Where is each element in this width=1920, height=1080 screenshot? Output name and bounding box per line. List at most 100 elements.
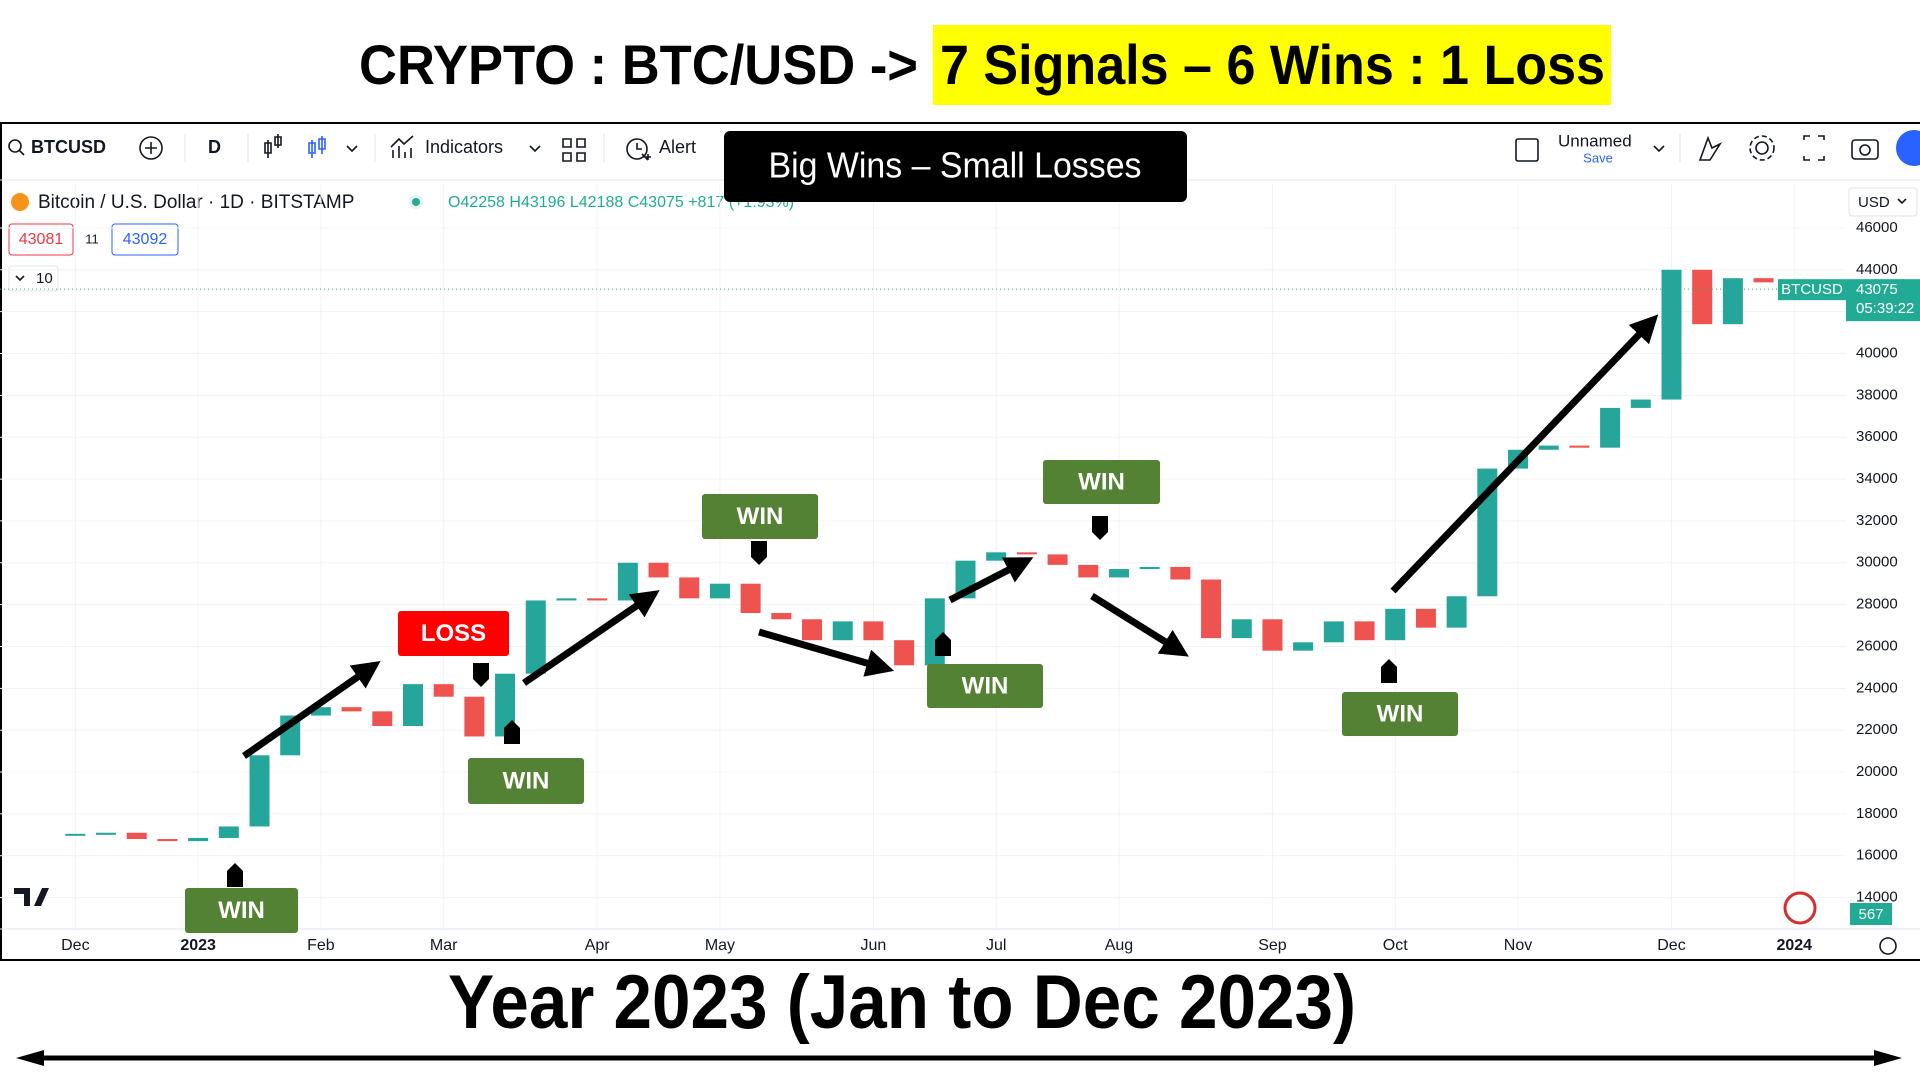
candle bbox=[525, 600, 546, 674]
candle bbox=[1139, 566, 1160, 570]
candle bbox=[1569, 445, 1590, 448]
search-icon[interactable] bbox=[8, 139, 22, 153]
arrow bbox=[948, 557, 1034, 604]
x-tick-label: 2024 bbox=[1776, 937, 1812, 954]
x-tick-label: Sep bbox=[1258, 937, 1287, 954]
y-tick-label: 40000 bbox=[1856, 344, 1898, 361]
plus bbox=[145, 142, 157, 154]
arrow bbox=[1390, 314, 1659, 594]
candle bbox=[1630, 399, 1651, 408]
candle bbox=[832, 621, 853, 641]
settings-icon-ring bbox=[1749, 135, 1775, 161]
volume-tag bbox=[1850, 903, 1892, 925]
quick-search-icon[interactable] bbox=[1698, 135, 1723, 161]
candle bbox=[1108, 569, 1129, 578]
alert-icon[interactable] bbox=[626, 138, 648, 160]
candle bbox=[894, 640, 915, 666]
y-tick-label: 24000 bbox=[1856, 679, 1898, 696]
signal-box bbox=[1342, 692, 1458, 736]
templates-icon[interactable] bbox=[562, 138, 586, 162]
candle bbox=[188, 837, 209, 842]
candle bbox=[617, 562, 638, 601]
candle bbox=[1722, 278, 1743, 325]
alert-button[interactable]: Alert bbox=[659, 137, 696, 157]
bid[interactable]: 43081 bbox=[19, 231, 64, 248]
alert-icon-detail bbox=[636, 143, 651, 161]
ask[interactable]: 43092 bbox=[123, 231, 168, 248]
settings-icon[interactable] bbox=[1755, 141, 1769, 155]
flag-icon bbox=[1783, 891, 1817, 925]
signal-marker bbox=[935, 632, 951, 656]
signal-box bbox=[702, 494, 818, 539]
candle bbox=[1661, 269, 1682, 400]
symbol[interactable]: BTCUSD bbox=[31, 137, 106, 157]
y-tick-label: 28000 bbox=[1856, 596, 1898, 613]
signal-box bbox=[398, 611, 509, 656]
candle-style-icon[interactable] bbox=[308, 136, 326, 158]
signals: WIN LOSS WIN WIN WIN WIN WIN bbox=[185, 460, 1458, 933]
layout-name[interactable]: Unnamed bbox=[1558, 131, 1632, 150]
candle bbox=[863, 621, 884, 641]
currency[interactable]: USD bbox=[1858, 194, 1890, 211]
chevron[interactable] bbox=[346, 145, 358, 153]
signal-marker bbox=[1092, 516, 1108, 540]
candle bbox=[709, 583, 730, 599]
toolbar: BTCUSD D Indicators Alert Unnamed Save bbox=[8, 130, 1920, 166]
y-tick-label: 16000 bbox=[1856, 847, 1898, 864]
interval[interactable]: D bbox=[208, 137, 221, 157]
sell-box[interactable] bbox=[8, 223, 74, 256]
candle bbox=[740, 583, 761, 614]
plot: 14000 16000 18000 20000 22000 24000 26000 28000… bbox=[0, 184, 1920, 955]
candle bbox=[1170, 566, 1191, 580]
candle bbox=[249, 755, 270, 827]
signal-marker bbox=[504, 720, 520, 744]
price-tag-label: 43075 bbox=[1856, 281, 1898, 298]
indicator-count[interactable]: 10 bbox=[36, 270, 53, 287]
y-tick-label: 14000 bbox=[1856, 889, 1898, 906]
currency-box[interactable] bbox=[1848, 187, 1918, 217]
symbol-tag-label: BTCUSD bbox=[1781, 281, 1843, 298]
layout-icon[interactable] bbox=[1515, 138, 1539, 162]
candle bbox=[372, 711, 393, 727]
candle bbox=[556, 598, 577, 601]
signal-box bbox=[185, 888, 298, 933]
signal-label: WIN bbox=[1078, 468, 1125, 495]
candle bbox=[1446, 596, 1467, 628]
y-tick-label: 20000 bbox=[1856, 763, 1898, 780]
compare-button[interactable] bbox=[139, 136, 163, 160]
y-tick-label: 18000 bbox=[1856, 805, 1898, 822]
candle bbox=[218, 826, 239, 838]
fullscreen-icon[interactable] bbox=[1803, 135, 1825, 161]
indicators-button[interactable]: Indicators bbox=[425, 137, 503, 157]
countdown: 05:39:22 bbox=[1856, 300, 1914, 317]
buy-box[interactable] bbox=[111, 223, 179, 256]
candle bbox=[341, 707, 362, 712]
bar-style-icon[interactable] bbox=[264, 134, 282, 158]
candle bbox=[679, 577, 700, 599]
tv-logo-mark bbox=[14, 888, 49, 906]
candle bbox=[1600, 407, 1621, 448]
save-link[interactable]: Save bbox=[1583, 150, 1613, 165]
tv-logo bbox=[12, 880, 18, 911]
candle bbox=[126, 832, 147, 840]
snapshot-icon[interactable] bbox=[1851, 139, 1879, 160]
indicators-icon[interactable] bbox=[390, 135, 414, 158]
signal-marker bbox=[227, 863, 243, 887]
chevron[interactable] bbox=[1653, 145, 1665, 153]
candle bbox=[648, 562, 669, 578]
instrument: Bitcoin / U.S. Dollar · 1D · BITSTAMP bbox=[38, 192, 354, 213]
signal-label: WIN bbox=[737, 503, 784, 530]
candle bbox=[1016, 552, 1037, 555]
indicators-toggle[interactable] bbox=[8, 265, 59, 292]
candle bbox=[1692, 269, 1713, 325]
candle bbox=[1415, 608, 1436, 628]
chevron bbox=[1897, 198, 1907, 205]
symbol-tag bbox=[1778, 279, 1846, 301]
chevron bbox=[15, 275, 25, 282]
title-highlight: 7 Signals – 6 Wins : 1 Loss bbox=[940, 33, 1605, 96]
profile-button[interactable] bbox=[1896, 130, 1920, 166]
chevron[interactable] bbox=[529, 145, 541, 153]
y-tick-label: 22000 bbox=[1856, 721, 1898, 738]
candle bbox=[587, 598, 608, 601]
